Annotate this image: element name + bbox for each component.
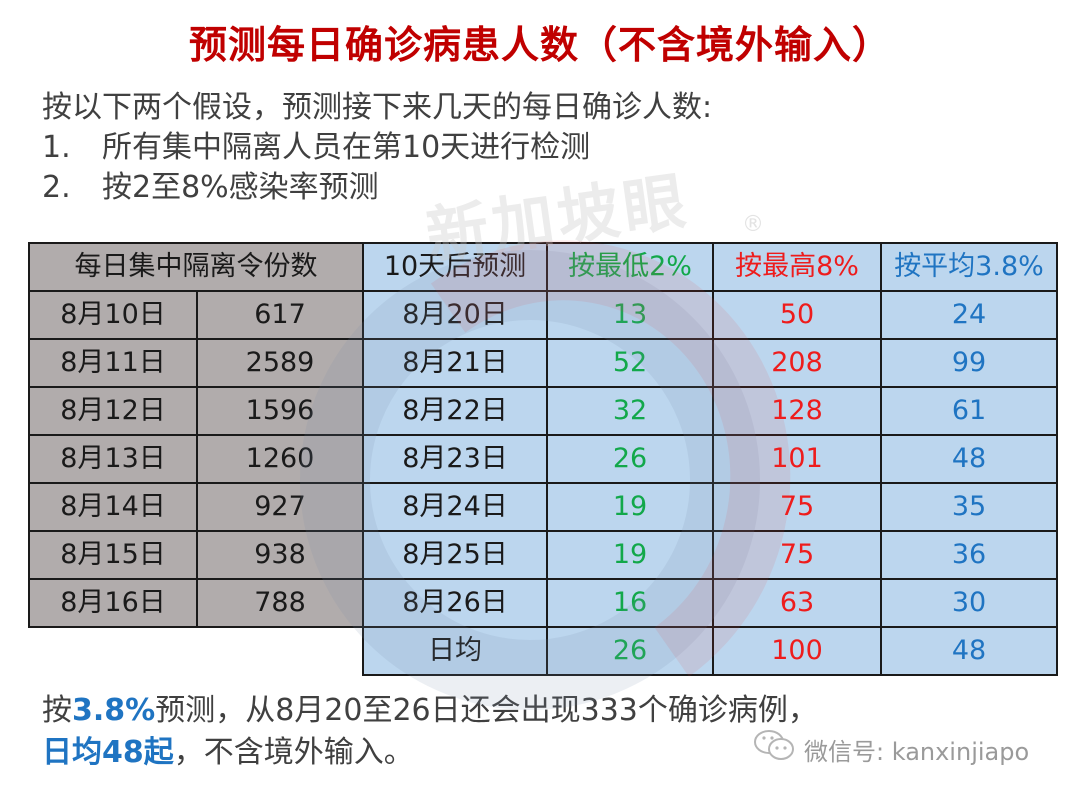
- cell-low: 32: [546, 386, 714, 436]
- cell-average-label: 日均: [362, 626, 548, 676]
- cell-low: 26: [546, 434, 714, 484]
- cell-date: 8月14日: [28, 482, 198, 532]
- cell-orders: 1596: [196, 386, 364, 436]
- cell-average-low: 26: [546, 626, 714, 676]
- cell-low: 13: [546, 290, 714, 340]
- table-row: 8月14日 927 8月24日 19 75 35: [28, 482, 1058, 532]
- forecast-table: 每日集中隔离令份数 10天后预测 按最低2% 按最高8% 按平均3.8% 8月1…: [28, 242, 1058, 676]
- cell-average-avg: 48: [880, 626, 1058, 676]
- summary-section: 按3.8%预测，从8月20至26日还会出现333个确诊病例， 日均48起，不含境…: [42, 690, 818, 774]
- cell-forecast-date: 8月26日: [362, 578, 548, 628]
- empty-cell: [29, 627, 363, 675]
- cell-orders: 927: [196, 482, 364, 532]
- wechat-icon: [752, 728, 798, 770]
- assumption-number: 2.: [42, 170, 71, 205]
- cell-low: 19: [546, 482, 714, 532]
- cell-avg: 99: [880, 338, 1058, 388]
- summary-highlight-daily: 日均48起: [42, 735, 174, 770]
- cell-low: 16: [546, 578, 714, 628]
- cell-date: 8月11日: [28, 338, 198, 388]
- summary-text: 预测，从8月20至26日还会出现333个确诊病例，: [155, 693, 818, 728]
- table-average-row: 日均 26 100 48: [29, 626, 1058, 676]
- cell-forecast-date: 8月25日: [362, 530, 548, 580]
- table-row: 8月12日 1596 8月22日 32 128 61: [28, 386, 1058, 436]
- cell-avg: 24: [880, 290, 1058, 340]
- summary-line-1: 按3.8%预测，从8月20至26日还会出现333个确诊病例，: [42, 690, 818, 732]
- table-header-row: 每日集中隔离令份数 10天后预测 按最低2% 按最高8% 按平均3.8%: [28, 242, 1058, 292]
- cell-average-high: 100: [712, 626, 882, 676]
- watermark-registered-icon: ®: [742, 212, 764, 237]
- cell-high: 208: [712, 338, 882, 388]
- intro-lead: 按以下两个假设，预测接下来几天的每日确诊人数:: [42, 90, 713, 125]
- cell-orders: 1260: [196, 434, 364, 484]
- cell-date: 8月13日: [28, 434, 198, 484]
- cell-high: 128: [712, 386, 882, 436]
- header-avg: 按平均3.8%: [880, 242, 1058, 292]
- header-low: 按最低2%: [546, 242, 714, 292]
- cell-forecast-date: 8月20日: [362, 290, 548, 340]
- cell-forecast-date: 8月23日: [362, 434, 548, 484]
- cell-orders: 617: [196, 290, 364, 340]
- cell-date: 8月15日: [28, 530, 198, 580]
- table-row: 8月10日 617 8月20日 13 50 24: [28, 290, 1058, 340]
- cell-orders: 2589: [196, 338, 364, 388]
- wechat-watermark: 微信号: kanxinjiapo: [752, 728, 1029, 770]
- assumption-text: 所有集中隔离人员在第10天进行检测: [102, 130, 591, 165]
- table-row: 8月13日 1260 8月23日 26 101 48: [28, 434, 1058, 484]
- cell-forecast-date: 8月21日: [362, 338, 548, 388]
- cell-date: 8月10日: [28, 290, 198, 340]
- wechat-id-label: 微信号: kanxinjiapo: [804, 737, 1030, 766]
- cell-high: 63: [712, 578, 882, 628]
- cell-avg: 36: [880, 530, 1058, 580]
- intro-section: 按以下两个假设，预测接下来几天的每日确诊人数: 1. 所有集中隔离人员在第10天进…: [42, 88, 712, 208]
- cell-avg: 48: [880, 434, 1058, 484]
- header-orders: 每日集中隔离令份数: [28, 242, 364, 292]
- summary-text: ，不含境外输入。: [173, 735, 414, 770]
- table-row: 8月15日 938 8月25日 19 75 36: [28, 530, 1058, 580]
- header-forecast-date: 10天后预测: [362, 242, 548, 292]
- assumption-item: 1. 所有集中隔离人员在第10天进行检测: [42, 128, 712, 168]
- assumption-item: 2. 按2至8%感染率预测: [42, 168, 712, 208]
- assumption-number: 1.: [42, 130, 71, 165]
- cell-low: 19: [546, 530, 714, 580]
- cell-orders: 938: [196, 530, 364, 580]
- cell-avg: 61: [880, 386, 1058, 436]
- table-row: 8月16日 788 8月26日 16 63 30: [28, 578, 1058, 628]
- cell-forecast-date: 8月22日: [362, 386, 548, 436]
- cell-date: 8月12日: [28, 386, 198, 436]
- cell-low: 52: [546, 338, 714, 388]
- summary-line-2: 日均48起，不含境外输入。: [42, 732, 818, 774]
- header-high: 按最高8%: [712, 242, 882, 292]
- cell-avg: 35: [880, 482, 1058, 532]
- summary-text: 按: [42, 693, 72, 728]
- cell-avg: 30: [880, 578, 1058, 628]
- summary-highlight-rate: 3.8%: [72, 693, 156, 728]
- page-title: 预测每日确诊病患人数（不含境外输入）: [188, 23, 891, 67]
- cell-high: 50: [712, 290, 882, 340]
- table-row: 8月11日 2589 8月21日 52 208 99: [28, 338, 1058, 388]
- cell-high: 75: [712, 482, 882, 532]
- cell-high: 75: [712, 530, 882, 580]
- cell-forecast-date: 8月24日: [362, 482, 548, 532]
- cell-high: 101: [712, 434, 882, 484]
- cell-date: 8月16日: [28, 578, 198, 628]
- assumption-text: 按2至8%感染率预测: [102, 170, 379, 205]
- cell-orders: 788: [196, 578, 364, 628]
